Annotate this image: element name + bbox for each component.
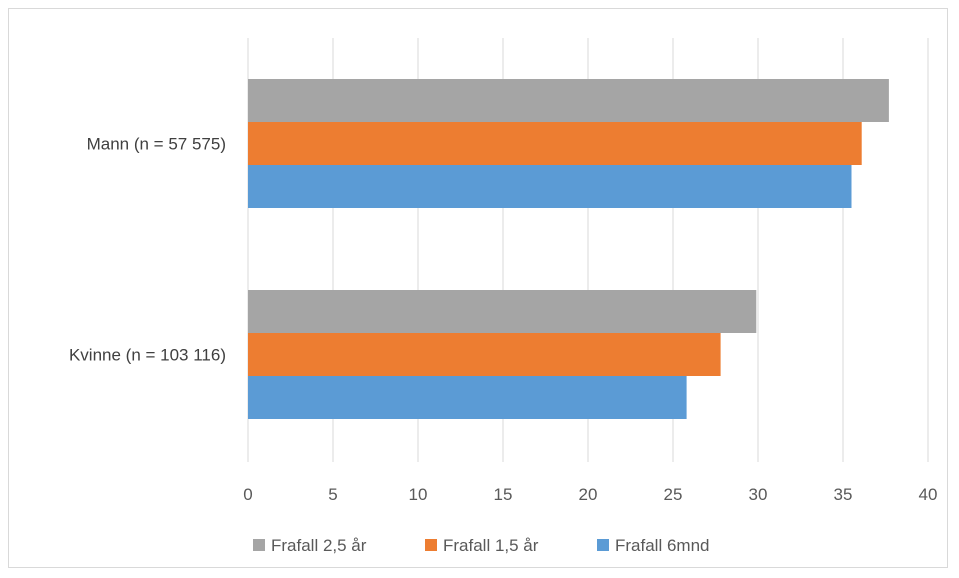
legend-label: Frafall 2,5 år: [271, 536, 367, 555]
x-tick-label: 0: [243, 485, 252, 504]
legend-swatch: [425, 539, 437, 551]
legend-swatch: [597, 539, 609, 551]
x-tick-label: 20: [579, 485, 598, 504]
x-tick-label: 35: [834, 485, 853, 504]
x-tick-label: 5: [328, 485, 337, 504]
bars: [248, 79, 889, 419]
category-label: Mann (n = 57 575): [87, 135, 226, 154]
bar: [248, 165, 852, 208]
legend: Frafall 2,5 år Frafall 1,5 år Frafall 6mnd: [253, 536, 709, 555]
bar: [248, 333, 721, 376]
bar: [248, 290, 757, 333]
x-tick-label: 30: [749, 485, 768, 504]
bar: [248, 79, 889, 122]
x-tick-label: 40: [919, 485, 938, 504]
y-axis-category-labels: Mann (n = 57 575) Kvinne (n = 103 116): [69, 135, 226, 365]
legend-swatch: [253, 539, 265, 551]
x-axis-tick-labels: 0 5 10 15 20 25 30 35 40: [243, 485, 937, 504]
x-tick-label: 25: [664, 485, 683, 504]
bar: [248, 122, 862, 165]
bar: [248, 376, 687, 419]
x-tick-label: 15: [494, 485, 513, 504]
category-label: Kvinne (n = 103 116): [69, 346, 226, 365]
legend-label: Frafall 1,5 år: [443, 536, 539, 555]
x-tick-label: 10: [409, 485, 428, 504]
legend-label: Frafall 6mnd: [615, 536, 709, 555]
